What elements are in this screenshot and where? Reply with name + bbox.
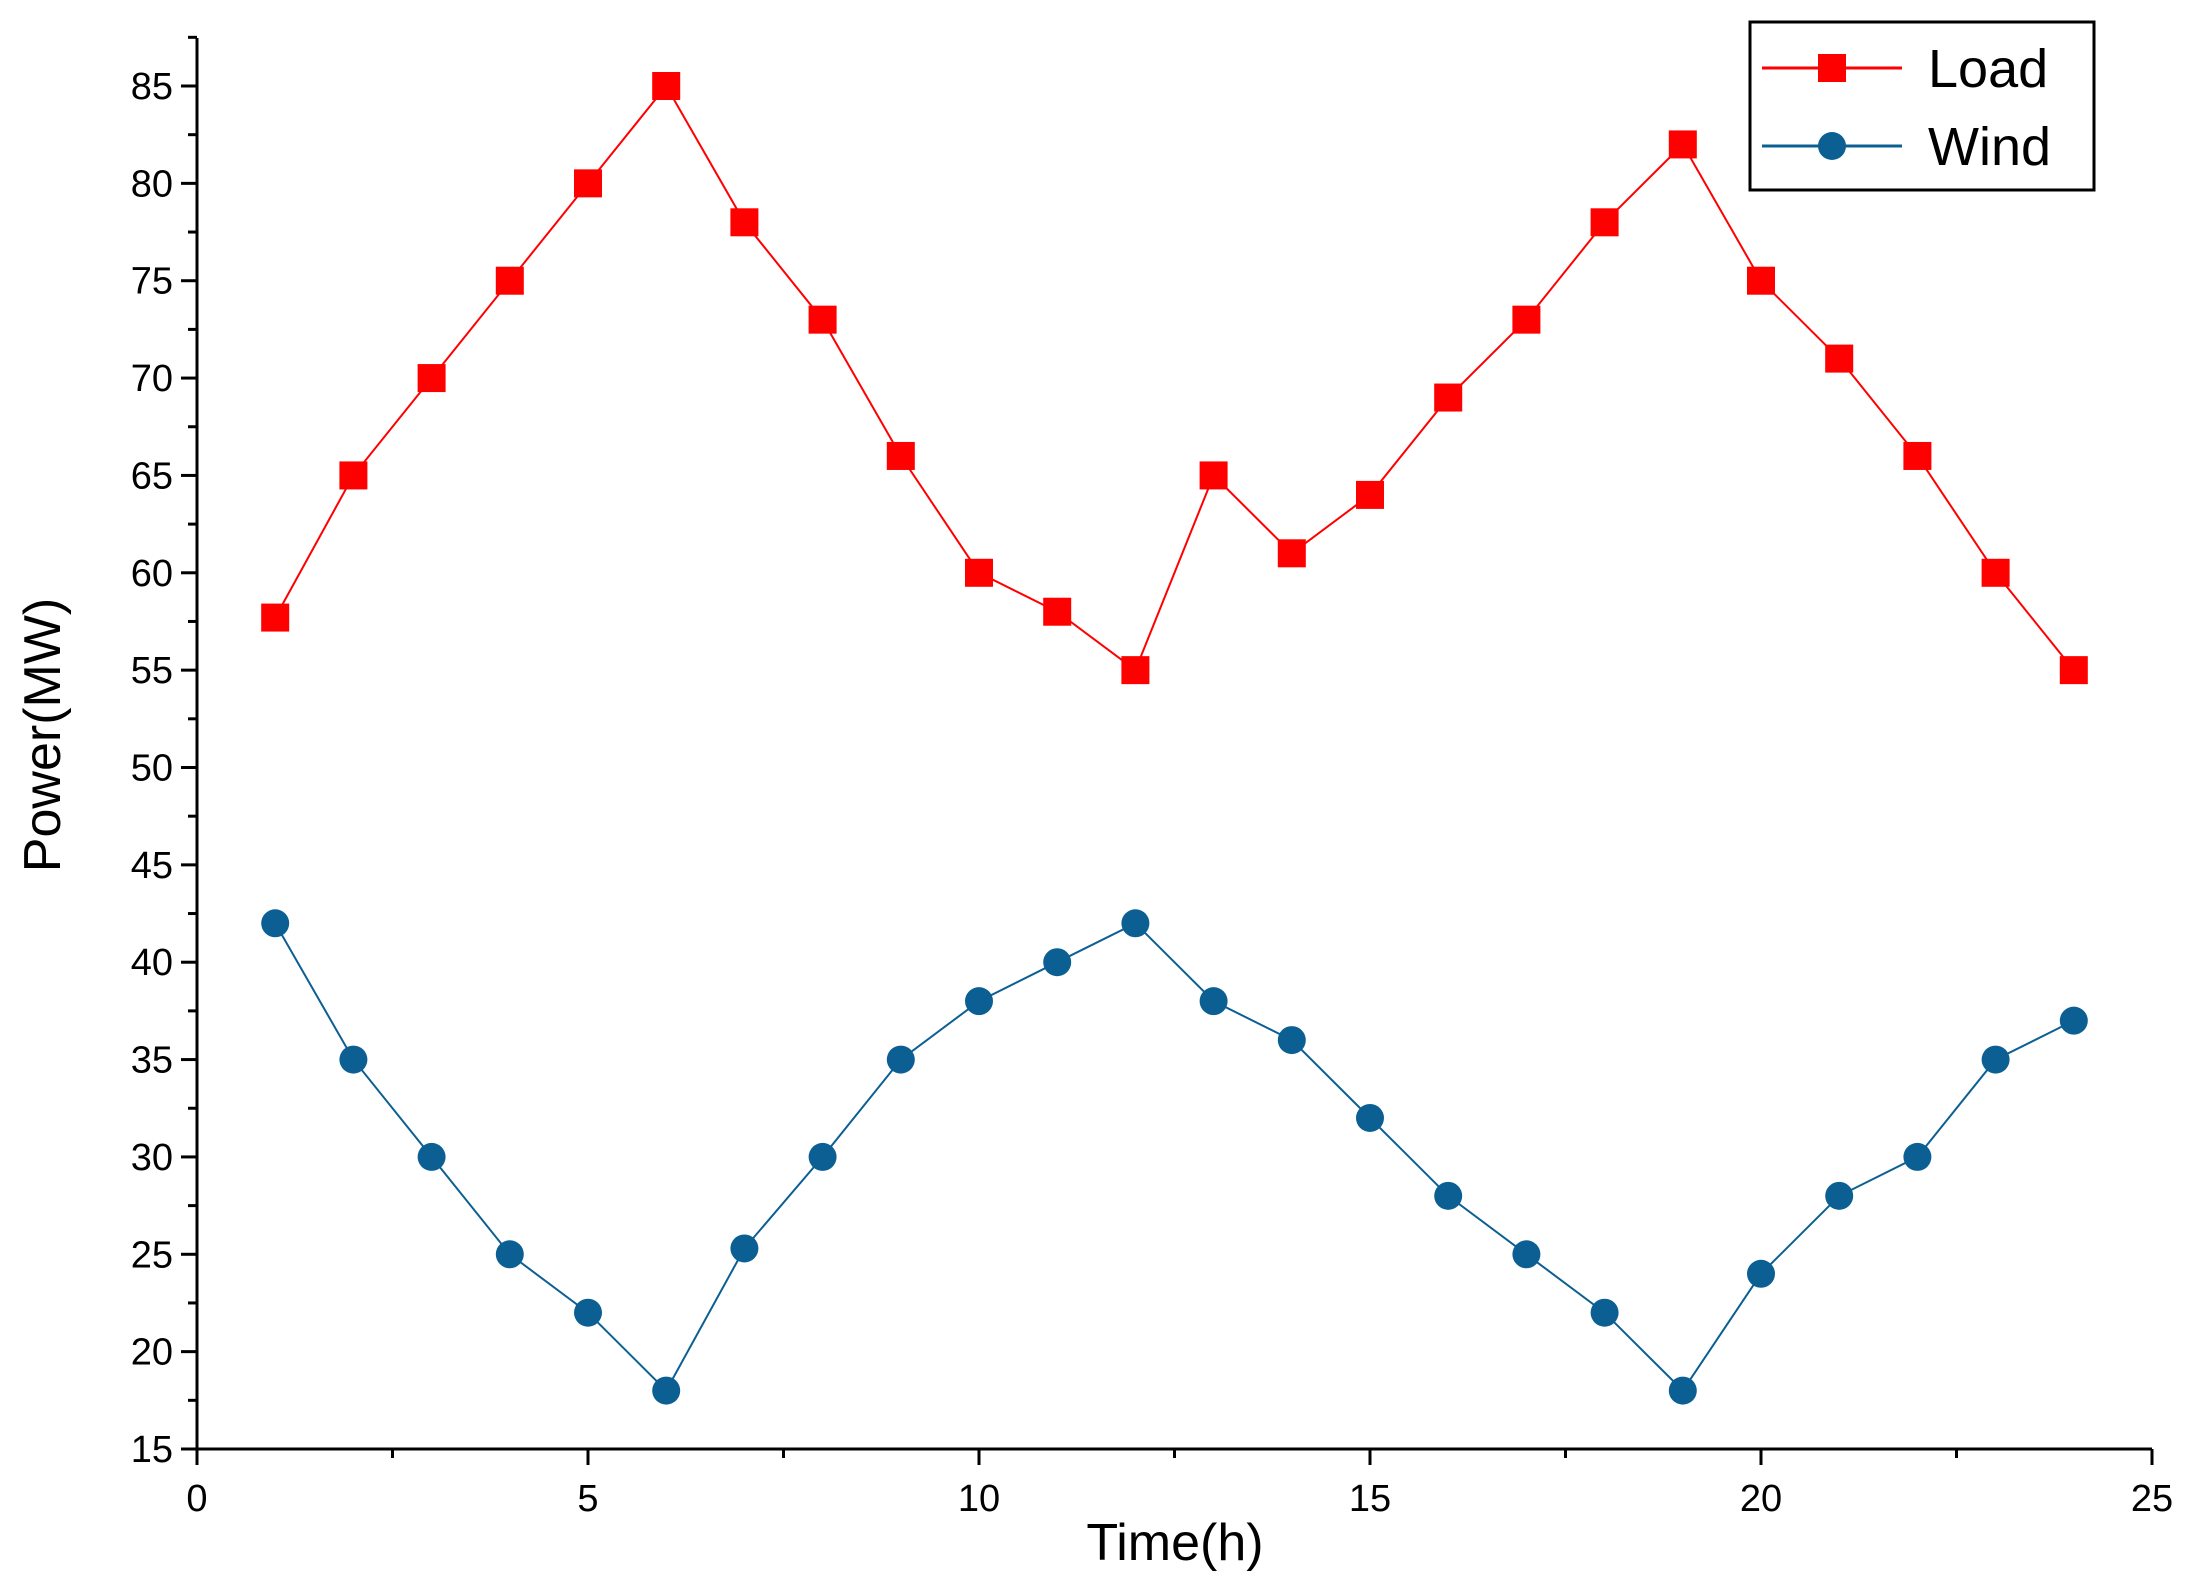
load-point — [339, 461, 368, 490]
load-point — [1434, 383, 1463, 412]
wind-point — [1903, 1142, 1932, 1171]
load-point — [1512, 305, 1541, 334]
legend-item-load: Load — [1762, 39, 2048, 99]
wind-point — [652, 1376, 681, 1405]
load-point — [1043, 597, 1072, 626]
axes: 0 5 10 15 20 25 15 20 25 30 35 40 45 50 55 60 65 70 75 80 85 — [131, 35, 2173, 1520]
load-point — [730, 208, 759, 237]
wind-point — [1434, 1181, 1463, 1210]
load-point — [1121, 656, 1150, 685]
y-tick-label: 20 — [131, 1332, 173, 1374]
y-tick-label: 55 — [131, 650, 173, 692]
y-tick-label: 85 — [131, 66, 173, 108]
legend-wind-marker — [1818, 132, 1846, 160]
wind-point — [808, 1142, 837, 1171]
y-tick-label: 65 — [131, 455, 173, 497]
y-tick-label: 60 — [131, 553, 173, 595]
legend-load-label: Load — [1928, 39, 2048, 99]
wind-point — [1043, 948, 1072, 977]
wind-point — [339, 1045, 368, 1074]
load-point — [965, 558, 993, 587]
x-tick-label: 10 — [958, 1478, 1000, 1520]
load-point — [1277, 539, 1306, 568]
series-wind-line — [274, 922, 2075, 1393]
load-point — [417, 364, 446, 393]
load-point — [2059, 656, 2088, 685]
load-point — [1747, 266, 1775, 295]
wind-point — [1981, 1045, 2010, 1074]
wind-point — [417, 1142, 446, 1171]
y-tick-label: 40 — [131, 942, 173, 984]
y-tick-label: 70 — [131, 358, 173, 400]
legend-load-marker — [1818, 54, 1846, 82]
wind-point — [886, 1045, 915, 1074]
load-point — [1981, 558, 2010, 587]
series-layer — [261, 72, 2088, 1405]
wind-point — [1747, 1259, 1775, 1288]
wind-point — [1590, 1298, 1619, 1327]
wind-point — [261, 909, 290, 938]
load-point — [1825, 344, 1854, 373]
y-tick-label: 15 — [131, 1429, 173, 1471]
y-tick-label: 50 — [131, 748, 173, 790]
x-axis-title: Time(h) — [1086, 1514, 1263, 1572]
wind-point — [1668, 1376, 1697, 1405]
x-tick-label: 15 — [1349, 1478, 1391, 1520]
x-tick-label: 25 — [2131, 1478, 2173, 1520]
load-point — [1590, 208, 1619, 237]
series-load — [261, 72, 2088, 685]
load-point — [886, 441, 915, 470]
wind-point — [1825, 1181, 1854, 1210]
load-point — [1356, 480, 1384, 509]
wind-point — [1277, 1026, 1306, 1055]
y-tick-label: 75 — [131, 261, 173, 303]
y-tick-label: 25 — [131, 1234, 173, 1276]
wind-point — [730, 1234, 759, 1263]
load-point — [652, 72, 681, 100]
legend-item-wind: Wind — [1762, 117, 2051, 177]
load-point — [1199, 461, 1228, 490]
y-tick-label: 45 — [131, 845, 173, 887]
wind-point — [965, 987, 993, 1016]
wind-point — [1121, 909, 1150, 938]
wind-point — [1512, 1240, 1541, 1269]
load-point — [495, 266, 524, 295]
wind-point — [1356, 1103, 1384, 1132]
load-point — [808, 305, 837, 334]
wind-point — [495, 1240, 524, 1269]
wind-point — [2059, 1006, 2088, 1035]
y-axis-title: Power(MW) — [14, 598, 72, 872]
series-wind — [261, 909, 2088, 1405]
x-tick-label: 20 — [1740, 1478, 1782, 1520]
x-tick-label: 0 — [186, 1478, 207, 1520]
y-tick-label: 35 — [131, 1040, 173, 1082]
legend-wind-label: Wind — [1928, 117, 2051, 177]
load-point — [1903, 441, 1932, 470]
wind-point — [1199, 987, 1228, 1016]
y-tick-label: 30 — [131, 1137, 173, 1179]
wind-point — [574, 1298, 602, 1327]
y-tick-label: 80 — [131, 163, 173, 205]
legend-box — [1748, 20, 2096, 192]
load-point — [1668, 130, 1697, 159]
legend: Load Wind — [1748, 20, 2096, 192]
load-point — [574, 169, 602, 198]
load-point — [261, 603, 290, 632]
x-tick-label: 5 — [577, 1478, 598, 1520]
